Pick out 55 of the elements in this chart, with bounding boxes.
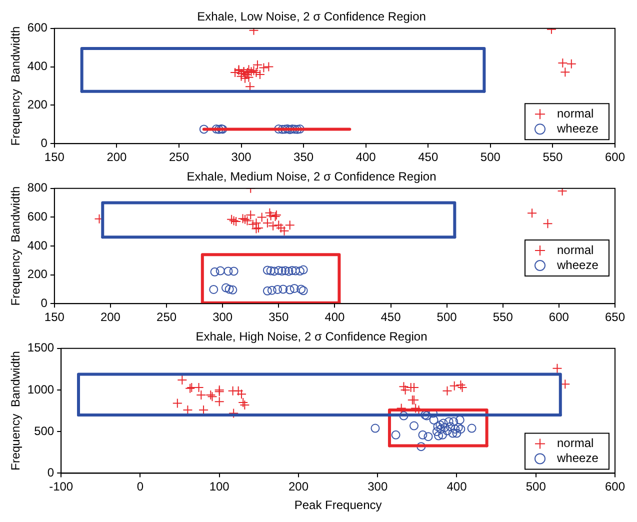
y-tick-label: 400 [27, 59, 48, 74]
x-tick-label: 550 [542, 150, 564, 164]
y-tick-label: 200 [27, 98, 48, 112]
x-tick-label: 500 [526, 480, 546, 494]
y-tick-label: 800 [27, 180, 48, 195]
x-tick-label: 350 [268, 310, 289, 324]
x-tick-label: 200 [106, 150, 128, 164]
y-axis-title: Frequency Bandwidth [8, 26, 23, 146]
x-tick-label: 550 [492, 310, 514, 324]
y-tick-label: 600 [27, 20, 48, 35]
y-tick-label: 1500 [27, 340, 54, 355]
legend-label: normal [557, 242, 594, 257]
y-tick-label: 0 [40, 296, 48, 310]
x-tick-label: -100 [49, 480, 74, 494]
legend-label: wheeze [556, 258, 599, 272]
y-tick-label: 0 [47, 466, 54, 480]
x-tick-label: 150 [44, 310, 65, 324]
x-tick-label: 150 [44, 150, 65, 164]
x-tick-label: 300 [368, 480, 388, 494]
x-tick-label: 600 [604, 480, 626, 494]
legend-label: normal [557, 106, 594, 120]
x-tick-label: 200 [288, 480, 309, 494]
x-tick-label: 650 [604, 310, 626, 324]
x-tick-label: 200 [100, 310, 121, 324]
x-tick-label: 500 [436, 310, 458, 324]
x-tick-label: 400 [446, 480, 468, 494]
x-tick-label: 400 [324, 310, 346, 324]
x-axis-title: Peak Frequency [294, 498, 382, 512]
y-tick-label: 1000 [27, 382, 54, 396]
y-tick-label: 500 [34, 424, 54, 438]
x-tick-label: 500 [480, 150, 501, 164]
x-tick-label: 300 [212, 310, 233, 324]
x-tick-label: 250 [156, 310, 177, 324]
x-tick-label: 0 [136, 480, 144, 494]
legend-label: normal [557, 436, 594, 450]
legend-label: wheeze [556, 451, 599, 466]
x-tick-label: 350 [294, 150, 314, 164]
x-tick-label: 100 [209, 480, 230, 494]
y-tick-label: 400 [27, 238, 48, 252]
chart-title: Exhale, Medium Noise, 2 σ Confidence Region [186, 170, 436, 184]
x-tick-label: 250 [168, 150, 190, 164]
x-tick-label: 450 [380, 310, 402, 324]
y-axis-title: Frequency Bandwidth [8, 186, 23, 306]
y-tick-label: 600 [27, 210, 48, 224]
chart-title: Exhale, High Noise, 2 σ Confidence Region [196, 330, 428, 344]
y-tick-label: 0 [40, 136, 48, 150]
x-tick-label: 450 [418, 150, 438, 164]
x-tick-label: 600 [548, 310, 570, 324]
x-tick-label: 400 [356, 150, 376, 164]
y-axis-title: Frequency Bandwidth [8, 351, 23, 471]
chart-title: Exhale, Low Noise, 2 σ Confidence Region [197, 10, 426, 24]
x-tick-label: 300 [231, 150, 252, 164]
x-tick-label: 600 [604, 150, 626, 164]
y-tick-label: 200 [27, 267, 48, 282]
legend-label: wheeze [556, 121, 599, 136]
